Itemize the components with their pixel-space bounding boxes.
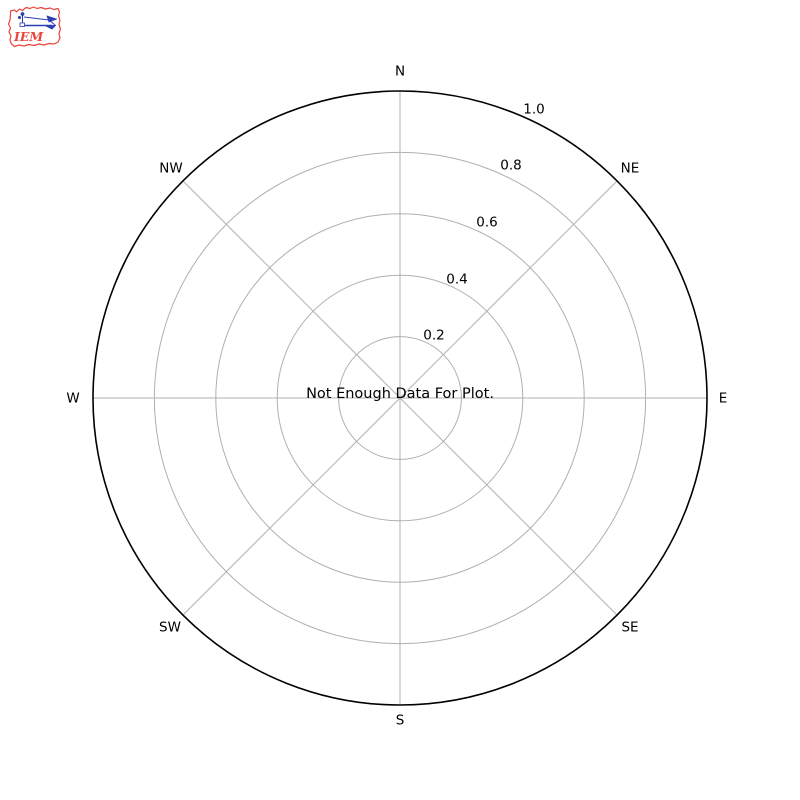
dir-label-se: SE [621, 619, 639, 636]
anemometer-icon [17, 12, 58, 30]
dir-label-ne: NE [620, 160, 640, 177]
r-tick-label-0-4: 0.4 [446, 271, 468, 288]
dir-label-n: N [394, 63, 406, 80]
dir-label-e: E [718, 390, 728, 407]
r-tick-label-1-0: 1.0 [523, 101, 545, 118]
iowa-outline-icon [7, 6, 62, 48]
dir-label-sw: SW [159, 619, 181, 636]
iem-logo-text: IEM [13, 29, 44, 44]
iem-logo-graphic: IEM [7, 6, 62, 48]
dir-label-s: S [395, 712, 405, 729]
no-data-message: Not Enough Data For Plot. [306, 385, 494, 402]
r-tick-label-0-2: 0.2 [423, 327, 445, 344]
spoke-NW-SE [182, 180, 618, 616]
iem-logo[interactable]: IEM [6, 5, 64, 51]
r-tick-label-0-6: 0.6 [476, 214, 498, 231]
r-tick-label-0-8: 0.8 [500, 157, 522, 174]
dir-label-w: W [66, 390, 80, 407]
angular-gridlines [93, 91, 707, 705]
dir-label-nw: NW [159, 160, 183, 177]
outer-spine [92, 90, 708, 706]
